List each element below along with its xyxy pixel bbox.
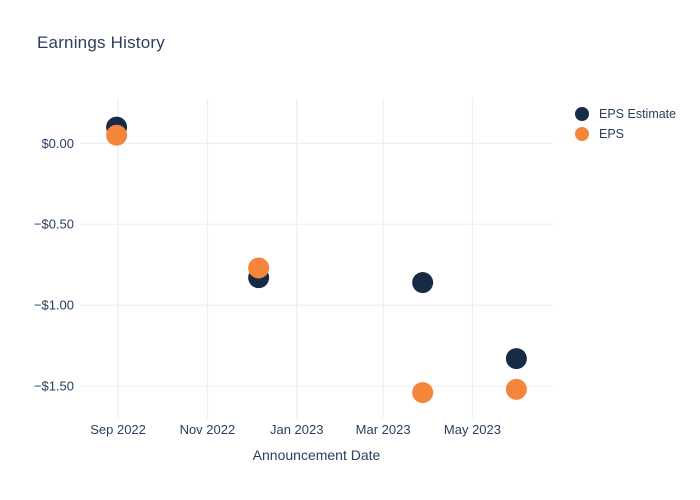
data-point-eps[interactable]	[505, 378, 527, 400]
x-tick-label: Jan 2023	[270, 422, 324, 437]
x-tick-label: Nov 2022	[180, 422, 236, 437]
chart-title: Earnings History	[37, 33, 165, 52]
legend: EPS Estimate EPS	[575, 104, 676, 144]
legend-item-eps[interactable]: EPS	[575, 124, 676, 144]
legend-label-eps-estimate: EPS Estimate	[599, 107, 677, 121]
data-point-eps[interactable]	[248, 257, 270, 279]
legend-item-eps-estimate[interactable]: EPS Estimate	[575, 104, 676, 124]
eps-marker-icon	[575, 127, 589, 141]
legend-label-eps: EPS	[599, 127, 625, 141]
data-point-eps-estimate[interactable]	[505, 348, 527, 370]
y-tick-label: −$1.00	[34, 298, 74, 313]
x-tick-label: Mar 2023	[356, 422, 411, 437]
x-tick-label: Sep 2022	[90, 422, 146, 437]
data-point-eps-estimate[interactable]	[412, 272, 434, 294]
eps-estimate-marker-icon	[575, 107, 589, 121]
y-tick-label: $0.00	[41, 136, 74, 151]
x-tick-label: May 2023	[444, 422, 501, 437]
y-tick-label: −$0.50	[34, 217, 74, 232]
x-axis-title: Announcement Date	[252, 447, 381, 463]
y-tick-label: −$1.50	[34, 379, 74, 394]
data-point-eps[interactable]	[412, 382, 434, 404]
data-point-eps[interactable]	[106, 124, 128, 146]
